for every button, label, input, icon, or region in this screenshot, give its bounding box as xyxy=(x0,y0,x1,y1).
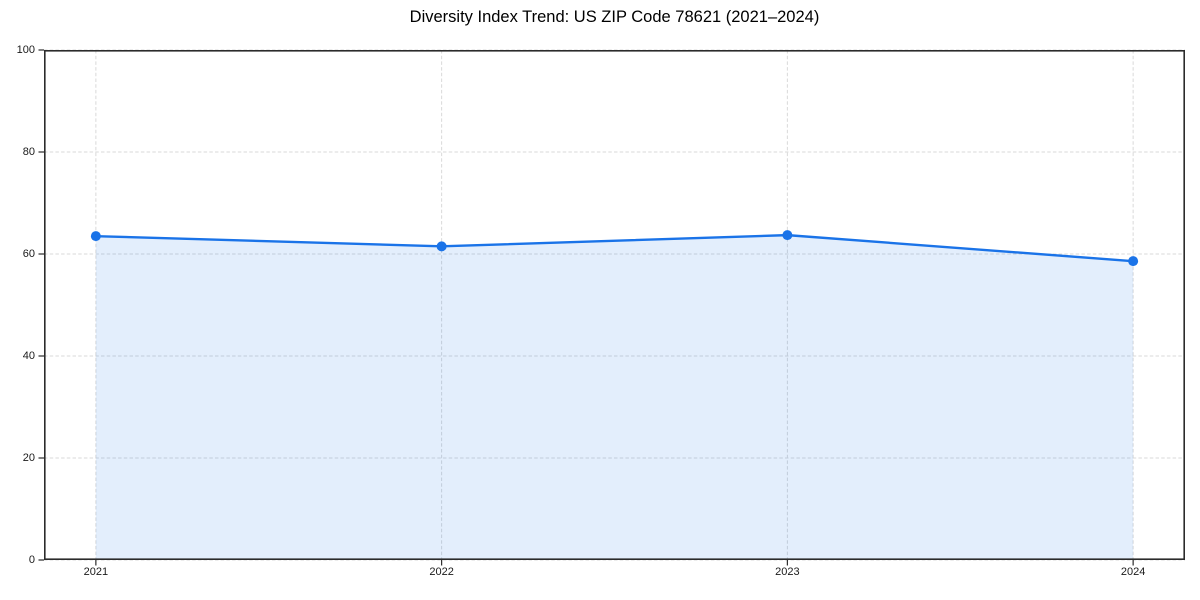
plot-area xyxy=(38,49,1186,566)
data-point-marker xyxy=(1128,256,1139,267)
y-tick-label: 60 xyxy=(22,248,35,260)
y-tick-label: 80 xyxy=(22,146,35,158)
x-tick-label: 2024 xyxy=(1120,566,1146,578)
x-tick-label: 2023 xyxy=(775,566,800,578)
data-point-marker xyxy=(436,241,447,252)
line-area-plot xyxy=(38,49,1186,566)
x-tick-label: 2021 xyxy=(83,566,109,578)
data-point-marker xyxy=(90,231,101,242)
x-tick-label: 2022 xyxy=(429,566,454,578)
area-fill xyxy=(95,235,1134,560)
data-point-marker xyxy=(782,230,793,241)
y-tick-label: 20 xyxy=(22,452,35,464)
y-tick-label: 40 xyxy=(22,350,35,362)
y-tick-label: 0 xyxy=(28,554,35,566)
axes-box xyxy=(44,50,1186,560)
y-tick-label: 100 xyxy=(16,44,35,56)
trend-line xyxy=(94,233,1135,263)
chart-title: Diversity Index Trend: US ZIP Code 78621… xyxy=(409,8,820,26)
